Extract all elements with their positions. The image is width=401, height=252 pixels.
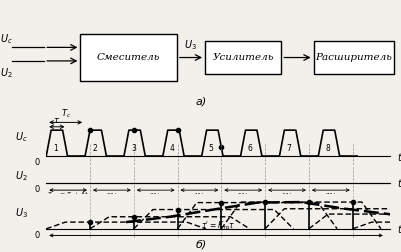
Text: Расширитель: Расширитель [314,53,391,62]
Text: $2\Delta t$: $2\Delta t$ [105,191,118,199]
Text: $\tau'=K_{\rm тр}\tau$: $\tau'=K_{\rm тр}\tau$ [200,220,235,233]
Text: 1: 1 [53,144,58,153]
Text: 7: 7 [286,144,291,153]
Text: $t$: $t$ [396,177,401,189]
Text: $U_c$: $U_c$ [15,130,28,143]
Text: Смеситель: Смеситель [97,53,160,62]
Text: $6\Delta t$: $6\Delta t$ [280,191,292,199]
Text: $t$: $t$ [396,150,401,163]
Text: 3: 3 [131,144,136,153]
Text: 8: 8 [325,144,330,153]
Bar [205,41,281,74]
Bar [80,34,176,81]
Text: $5\Delta t$: $5\Delta t$ [237,191,249,199]
Text: $\tau$: $\tau$ [53,116,60,125]
Text: 5: 5 [209,144,213,153]
Text: 0: 0 [34,158,40,167]
Text: 6: 6 [247,144,252,153]
Text: $T_{\rm стр}=T_c+\Delta t$: $T_{\rm стр}=T_c+\Delta t$ [47,191,89,201]
Text: $U_c$: $U_c$ [0,32,12,46]
Text: $t$: $t$ [396,223,401,235]
Bar [313,41,393,74]
Text: а): а) [195,97,206,107]
Text: б): б) [195,239,206,249]
Text: 0: 0 [34,184,40,194]
Text: $U_2$: $U_2$ [0,66,12,80]
Text: $3\Delta t$: $3\Delta t$ [149,191,162,199]
Text: Усилитель: Усилитель [212,53,273,62]
Text: $7\Delta t$: $7\Delta t$ [324,191,336,199]
Text: $U_3$: $U_3$ [15,206,28,220]
Text: 4: 4 [170,144,174,153]
Text: $U_3$: $U_3$ [184,39,197,52]
Text: $T_c$: $T_c$ [61,108,71,120]
Text: 2: 2 [92,144,97,153]
Text: 0: 0 [34,231,40,240]
Text: $U_2$: $U_2$ [15,169,28,182]
Text: $4\Delta t$: $4\Delta t$ [193,191,205,199]
